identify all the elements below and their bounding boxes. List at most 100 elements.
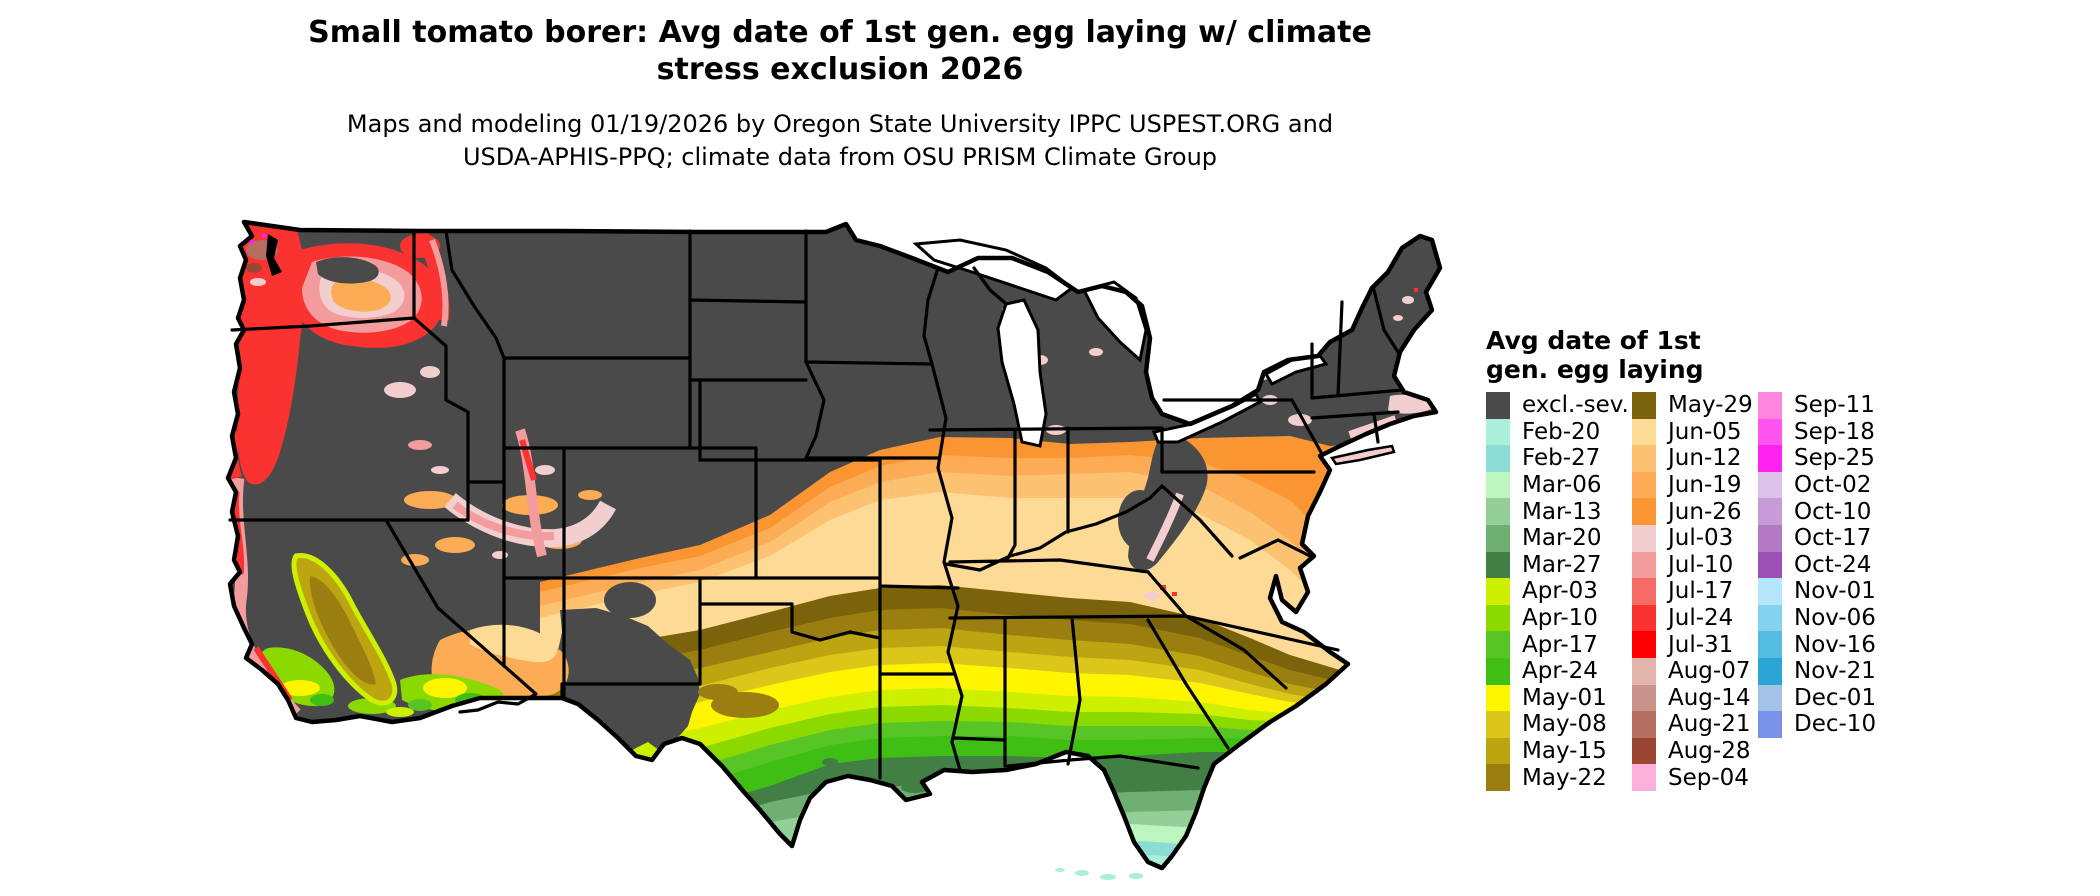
subtitle-line-2: USDA-APHIS-PPQ; climate data from OSU PR… xyxy=(462,143,1218,171)
legend-swatch xyxy=(1632,392,1656,419)
lake-superior xyxy=(912,238,1075,302)
legend-label: Aug-07 xyxy=(1668,658,1751,685)
lake-michigan xyxy=(996,298,1048,448)
legend-row: Feb-27 xyxy=(1486,445,1632,472)
legend-row: Nov-06 xyxy=(1758,604,1908,632)
us-outline xyxy=(225,219,1443,871)
legend-row: May-15 xyxy=(1486,737,1632,765)
legend-row: May-01 xyxy=(1486,684,1632,712)
legend-label: Jun-19 xyxy=(1668,472,1742,499)
legend-swatch xyxy=(1632,631,1656,658)
legend-swatch xyxy=(1486,764,1510,791)
legend-label: Oct-24 xyxy=(1794,551,1872,578)
legend-swatch xyxy=(1632,737,1656,765)
legend-row: Oct-24 xyxy=(1758,551,1908,579)
legend-label: Apr-24 xyxy=(1522,658,1598,685)
title-line-2: stress exclusion 2026 xyxy=(656,52,1024,87)
legend-row: Nov-16 xyxy=(1758,631,1908,658)
legend-title-line-2: gen. egg laying xyxy=(1486,355,1704,384)
legend-swatch xyxy=(1758,498,1782,525)
legend-swatch xyxy=(1758,445,1782,472)
legend-row: Jun-26 xyxy=(1632,498,1758,525)
legend-row: Mar-06 xyxy=(1486,471,1632,499)
legend-label: Jul-10 xyxy=(1668,551,1734,578)
legend-row: Nov-01 xyxy=(1758,578,1908,605)
legend-swatch xyxy=(1632,657,1656,685)
legend-label: Mar-27 xyxy=(1522,551,1602,578)
legend-label: excl.-sev. xyxy=(1522,392,1629,419)
legend-row: Jun-05 xyxy=(1632,418,1758,446)
legend-swatch xyxy=(1632,604,1656,632)
legend-row: Sep-25 xyxy=(1758,445,1908,472)
legend-row: Mar-27 xyxy=(1486,551,1632,579)
legend-label: Jul-17 xyxy=(1668,578,1734,605)
legend-row: Aug-14 xyxy=(1632,684,1758,712)
legend-swatch xyxy=(1486,498,1510,525)
legend-row: Aug-07 xyxy=(1632,657,1758,685)
legend-row: May-08 xyxy=(1486,711,1632,738)
legend-label: Oct-02 xyxy=(1794,472,1872,499)
legend-label: Oct-17 xyxy=(1794,525,1872,552)
legend-row: Nov-21 xyxy=(1758,657,1908,685)
legend-swatch xyxy=(1632,418,1656,446)
legend-label: Sep-18 xyxy=(1794,418,1875,445)
legend-row: Oct-10 xyxy=(1758,498,1908,525)
legend-swatch xyxy=(1758,551,1782,579)
legend-label: Jul-24 xyxy=(1668,605,1734,632)
legend-label: Jun-12 xyxy=(1668,445,1742,472)
legend-row: Sep-11 xyxy=(1758,392,1908,419)
legend-label: Jul-31 xyxy=(1668,631,1734,658)
legend-row: Sep-04 xyxy=(1632,764,1758,791)
legend-swatch xyxy=(1486,604,1510,632)
legend-column-2: May-29 Jun-05 Jun-12 Jun-19 Jun-26 Jul-03 Jul-… xyxy=(1632,392,1758,791)
legend-label: Sep-25 xyxy=(1794,445,1875,472)
lake-huron xyxy=(1081,280,1148,363)
legend-label: May-22 xyxy=(1522,764,1607,791)
legend-row: Aug-28 xyxy=(1632,737,1758,765)
legend-swatch xyxy=(1486,631,1510,658)
legend-row: Apr-03 xyxy=(1486,578,1632,605)
legend-swatch xyxy=(1758,604,1782,632)
legend-label: Aug-14 xyxy=(1668,684,1751,711)
legend-row: Jul-31 xyxy=(1632,631,1758,658)
legend-title: Avg date of 1st gen. egg laying xyxy=(1486,326,1704,384)
legend-row: Jun-19 xyxy=(1632,471,1758,499)
legend-label: Dec-01 xyxy=(1794,684,1877,711)
legend-row: Sep-18 xyxy=(1758,418,1908,446)
legend-row: Dec-10 xyxy=(1758,711,1908,738)
legend-swatch xyxy=(1758,684,1782,712)
legend-label: Jun-05 xyxy=(1668,418,1742,445)
legend: Avg date of 1st gen. egg laying excl.-sev… xyxy=(1486,326,1876,791)
legend-title-line-1: Avg date of 1st xyxy=(1486,326,1701,355)
long-island xyxy=(1329,444,1396,466)
legend-row: May-22 xyxy=(1486,764,1632,791)
legend-label: Mar-20 xyxy=(1522,525,1602,552)
legend-swatch xyxy=(1486,524,1510,552)
page-subtitle: Maps and modeling 01/19/2026 by Oregon S… xyxy=(180,108,1500,174)
legend-swatch xyxy=(1486,737,1510,765)
legend-swatch xyxy=(1486,471,1510,499)
legend-label: Nov-21 xyxy=(1794,658,1876,685)
legend-swatch xyxy=(1758,471,1782,499)
legend-row: Mar-13 xyxy=(1486,498,1632,525)
legend-label: Dec-10 xyxy=(1794,711,1877,738)
legend-swatch xyxy=(1632,764,1656,791)
map-fill-layers xyxy=(228,222,1440,868)
legend-swatch xyxy=(1632,711,1656,738)
legend-swatch xyxy=(1486,578,1510,605)
legend-swatch xyxy=(1758,711,1782,738)
legend-swatch xyxy=(1758,631,1782,658)
legend-label: Apr-10 xyxy=(1522,605,1598,632)
legend-row: Dec-01 xyxy=(1758,684,1908,712)
page-title: Small tomato borer: Avg date of 1st gen.… xyxy=(180,14,1500,88)
legend-row: Aug-21 xyxy=(1632,711,1758,738)
legend-label: Jun-26 xyxy=(1668,498,1742,525)
legend-column-3: Sep-11 Sep-18 Sep-25 Oct-02 Oct-10 Oct-17 Oct-… xyxy=(1758,392,1908,791)
legend-label: May-15 xyxy=(1522,738,1607,765)
legend-row: Oct-02 xyxy=(1758,471,1908,499)
legend-label: May-08 xyxy=(1522,711,1607,738)
legend-label: Mar-06 xyxy=(1522,472,1602,499)
legend-label: Mar-13 xyxy=(1522,498,1602,525)
